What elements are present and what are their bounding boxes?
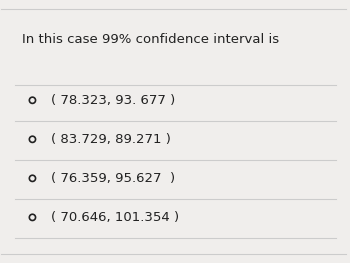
Text: ( 78.323, 93. 677 ): ( 78.323, 93. 677 ) (51, 94, 176, 107)
Text: In this case 99% confidence interval is: In this case 99% confidence interval is (22, 33, 279, 45)
Text: ( 83.729, 89.271 ): ( 83.729, 89.271 ) (51, 133, 171, 146)
Text: ( 70.646, 101.354 ): ( 70.646, 101.354 ) (51, 211, 180, 224)
Text: ( 76.359, 95.627  ): ( 76.359, 95.627 ) (51, 172, 176, 185)
